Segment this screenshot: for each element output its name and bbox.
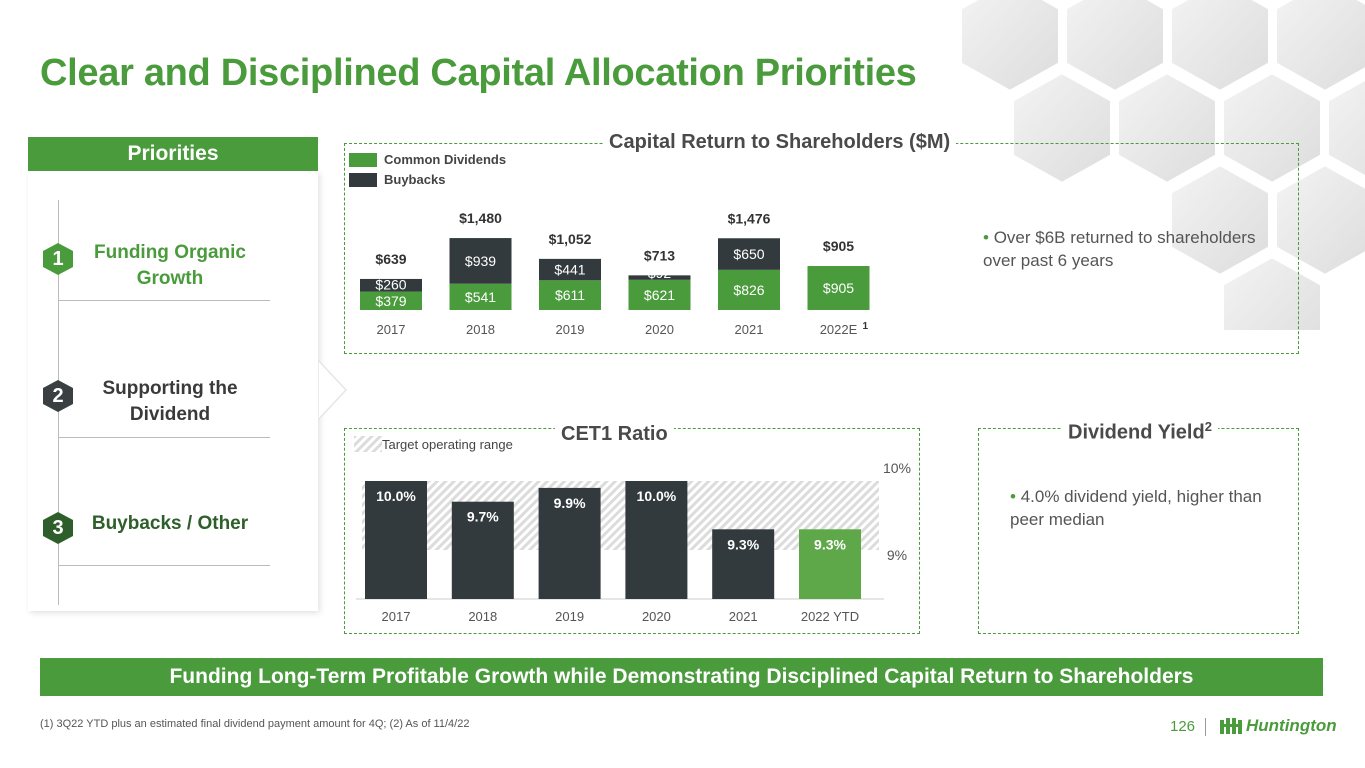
- bar-buybacks: [628, 275, 691, 280]
- x-tick-label: 2020: [642, 609, 671, 624]
- data-label: $621: [644, 287, 675, 303]
- data-label: 9.7%: [467, 509, 499, 525]
- legend-swatch: [349, 173, 377, 187]
- total-label: $639: [375, 251, 406, 267]
- data-label: 9.3%: [727, 536, 759, 552]
- cet1-title: CET1 Ratio: [555, 423, 674, 446]
- page-title: Clear and Disciplined Capital Allocation…: [40, 52, 917, 94]
- dividend-yield-bullet: • 4.0% dividend yield, higher than peer …: [1010, 485, 1280, 531]
- dividend-yield-superscript: 2: [1204, 419, 1212, 434]
- legend-label: Buybacks: [384, 172, 445, 187]
- bar: [625, 481, 688, 599]
- x-tick-label: 2020: [645, 322, 674, 337]
- cet1-chart: 10% 9% Target operating range 10.0% 2017 9.7%…: [354, 436, 911, 624]
- total-label: $1,476: [728, 210, 771, 226]
- data-label: $650: [733, 246, 764, 262]
- total-label: $1,480: [459, 210, 502, 226]
- data-label: $905: [823, 280, 854, 296]
- bar-dividends: [449, 283, 512, 310]
- data-label: $826: [733, 282, 764, 298]
- data-label: $379: [375, 293, 406, 309]
- divider: [58, 565, 270, 566]
- x-tick-label: 2022 YTD: [801, 609, 859, 624]
- data-label: $611: [555, 287, 585, 303]
- priorities-header: Priorities: [28, 137, 318, 171]
- data-label: 9.9%: [554, 495, 586, 511]
- priority-1-label: Funding Organic Growth: [94, 242, 246, 289]
- bar-dividends: [360, 291, 422, 310]
- target-range-band: [362, 481, 879, 550]
- total-label: $905: [823, 238, 854, 254]
- footer-banner: Funding Long-Term Profitable Growth whil…: [40, 658, 1323, 696]
- capital-return-bullet-text: Over $6B returned to shareholders over p…: [983, 228, 1256, 270]
- data-label: $260: [375, 277, 406, 293]
- priority-2-number: 2: [43, 380, 73, 412]
- bar: [799, 529, 861, 599]
- bar-buybacks: [539, 258, 601, 281]
- total-label: $713: [644, 247, 675, 263]
- dividend-yield-title: Dividend Yield2: [1062, 419, 1218, 445]
- bar-buybacks: [718, 238, 780, 270]
- bullet-icon: •: [983, 228, 994, 247]
- huntington-logo: Huntington: [1220, 714, 1337, 738]
- separator: [1205, 718, 1206, 736]
- data-label: 10.0%: [637, 488, 677, 504]
- band-high-label: 10%: [883, 460, 911, 476]
- x-tick-label: 2017: [382, 609, 411, 624]
- data-label: $92: [648, 265, 672, 281]
- bullet-icon: •: [1010, 487, 1021, 506]
- x-tick-label: 2022E: [820, 322, 858, 337]
- bar-dividends: [539, 280, 601, 310]
- x-tick-label: 2019: [556, 322, 585, 337]
- bar: [538, 487, 601, 599]
- hexagon-background: [958, 0, 1365, 330]
- bar-dividends: [807, 266, 870, 310]
- data-label: $541: [465, 289, 496, 305]
- logo-text: Huntington: [1246, 716, 1337, 735]
- divider: [58, 300, 270, 301]
- capital-return-chart: Common Dividends Buybacks $379$260 $639 2017…: [349, 152, 870, 337]
- bar: [451, 501, 514, 599]
- page-number: 126: [1170, 718, 1196, 735]
- priority-3-label: Buybacks / Other: [91, 513, 249, 534]
- bar-dividends: [628, 279, 691, 310]
- legend-label: Target operating range: [382, 437, 513, 452]
- bar: [365, 481, 427, 599]
- legend-swatch: [354, 436, 382, 452]
- total-label: $1,052: [549, 231, 592, 247]
- data-label: $441: [554, 262, 585, 278]
- chevron-right-icon: [318, 360, 348, 420]
- dividend-yield-title-text: Dividend Yield: [1068, 421, 1205, 444]
- bar-dividends: [718, 269, 780, 310]
- bar-buybacks: [360, 278, 422, 292]
- footnote-marker: 1: [863, 321, 869, 332]
- dividend-yield-box: [978, 428, 1299, 634]
- band-low-label: 9%: [887, 547, 907, 563]
- dividend-yield-bullet-text: 4.0% dividend yield, higher than peer me…: [1010, 487, 1262, 529]
- x-tick-label: 2019: [555, 609, 584, 624]
- divider: [58, 437, 270, 438]
- priorities-panel: [28, 171, 318, 611]
- capital-return-title: Capital Return to Shareholders ($M): [603, 131, 957, 154]
- x-tick-label: 2017: [377, 322, 406, 337]
- capital-return-bullet: • Over $6B returned to shareholders over…: [983, 226, 1293, 272]
- x-tick-label: 2018: [466, 322, 495, 337]
- x-tick-label: 2021: [729, 609, 758, 624]
- priority-2-label: Supporting the Dividend: [102, 378, 238, 425]
- bar-buybacks: [449, 238, 512, 284]
- bar: [712, 529, 775, 599]
- footnote: (1) 3Q22 YTD plus an estimated final div…: [40, 718, 470, 730]
- data-label: $939: [465, 253, 496, 269]
- data-label: 9.3%: [814, 536, 846, 552]
- data-label: 10.0%: [376, 488, 416, 504]
- x-tick-label: 2021: [735, 322, 764, 337]
- x-tick-label: 2018: [468, 609, 497, 624]
- legend-swatch: [349, 153, 377, 167]
- logo-icon: [1220, 718, 1242, 734]
- legend-label: Common Dividends: [384, 152, 506, 167]
